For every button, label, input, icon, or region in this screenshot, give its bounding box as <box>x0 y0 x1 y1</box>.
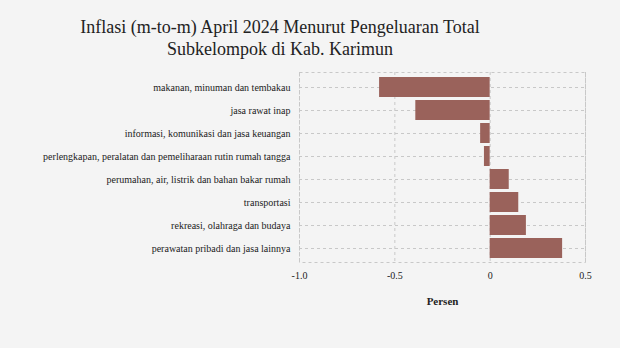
svg-text:Persen: Persen <box>427 295 459 307</box>
html-text:Inflasi (m-to-m) April 2024 Me: Inflasi (m-to-m) April 2024 Menurut Peng… <box>80 17 480 59</box>
svg-text:informasi, komunikasi dan jasa: informasi, komunikasi dan jasa keuangan <box>125 128 291 139</box>
svg-text:perawatan pribadi dan jasa lai: perawatan pribadi dan jasa lainnya <box>152 243 291 254</box>
svg-text:perumahan, air, listrik dan ba: perumahan, air, listrik dan bahan bakar … <box>107 174 291 185</box>
svg-text:0: 0 <box>488 270 493 281</box>
svg-text:transportasi: transportasi <box>244 197 291 208</box>
svg-text:jasa rawat inap: jasa rawat inap <box>230 105 291 116</box>
svg-text:makanan, minuman dan tembakau: makanan, minuman dan tembakau <box>153 82 290 93</box>
svg-text:-1.0: -1.0 <box>292 270 308 281</box>
svg-text:rekreasi, olahraga dan budaya: rekreasi, olahraga dan budaya <box>171 220 291 231</box>
svg-text:perlengkapan, peralatan dan pe: perlengkapan, peralatan dan pemeliharaan… <box>43 151 291 162</box>
svg-text:0.5: 0.5 <box>579 270 592 281</box>
svg-text:-0.5: -0.5 <box>387 270 403 281</box>
